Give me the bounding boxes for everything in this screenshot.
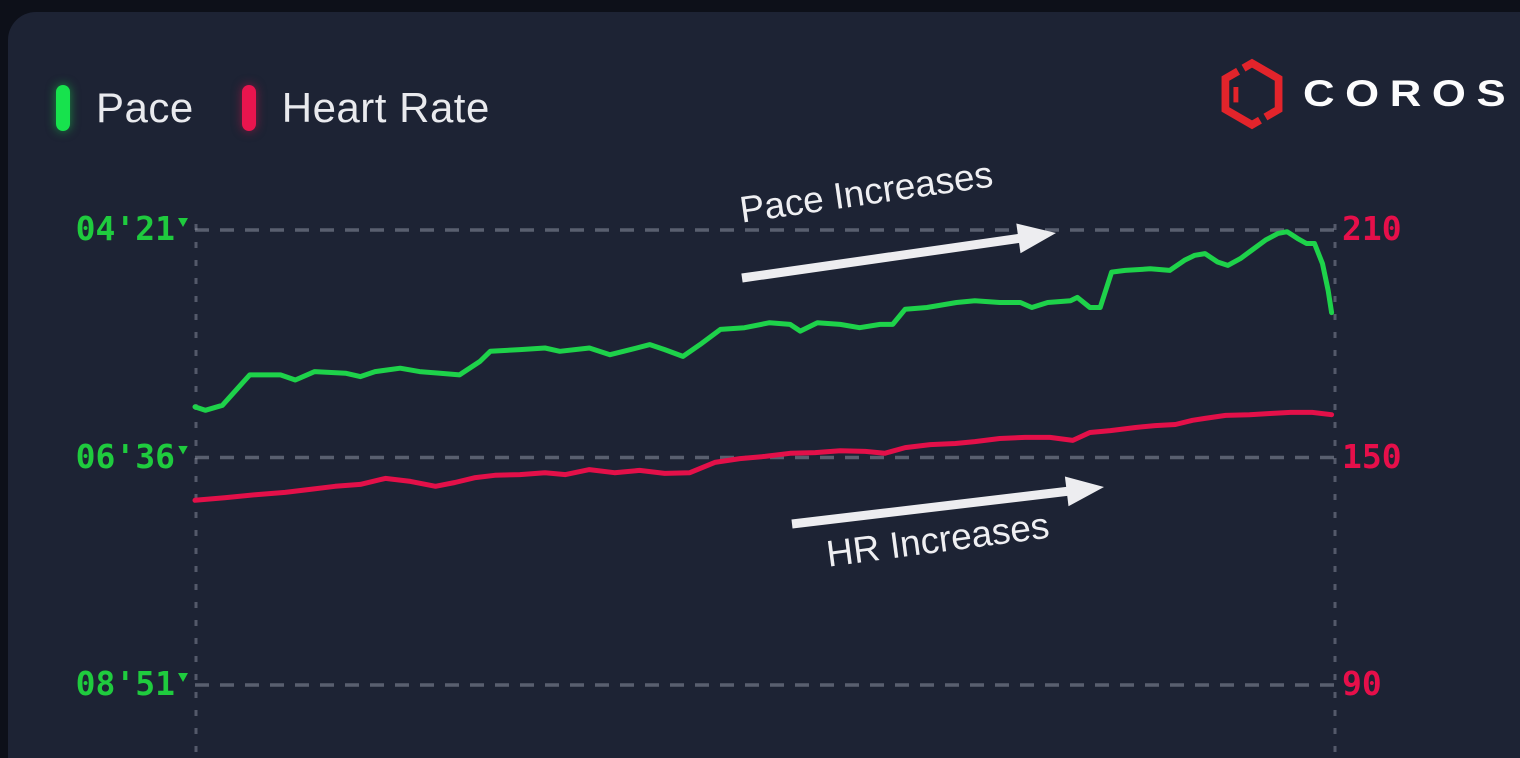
hr-axis-label: 150 [1342,436,1402,476]
pace-color-swatch [56,85,70,131]
hr-increase-arrow [791,476,1104,529]
pace-legend-label: Pace [96,84,194,131]
pace-axis-labels: 04'21 06'36 08'51 [0,0,188,758]
series-lines [192,229,1335,503]
pace-axis-label: 06'36 [76,436,188,475]
heart-rate-legend-label: Heart Rate [281,84,490,131]
heart-rate-color-swatch [241,85,256,131]
line-heart-rate [192,409,1335,503]
line-pace [192,229,1335,413]
chart-legend: Pace Heart Rate [56,84,490,132]
pace-increase-arrow [741,223,1056,283]
coros-wordmark: COROS [1303,73,1517,114]
coros-logo: COROS [1217,58,1506,130]
hr-axis-label: 210 [1342,208,1402,248]
chart-panel [8,12,1520,758]
hr-axis-label: 90 [1342,663,1382,703]
grid-lines [194,224,1337,758]
legend-item-heart-rate[interactable]: Heart Rate [241,84,490,132]
legend-item-pace[interactable]: Pace [56,84,194,132]
coros-hexagon-icon [1221,58,1283,130]
pace-axis-label: 04'21 [76,209,188,248]
hr-axis-labels: 210 150 90 [1342,0,1512,758]
pace-axis-label: 08'51 [76,664,188,703]
